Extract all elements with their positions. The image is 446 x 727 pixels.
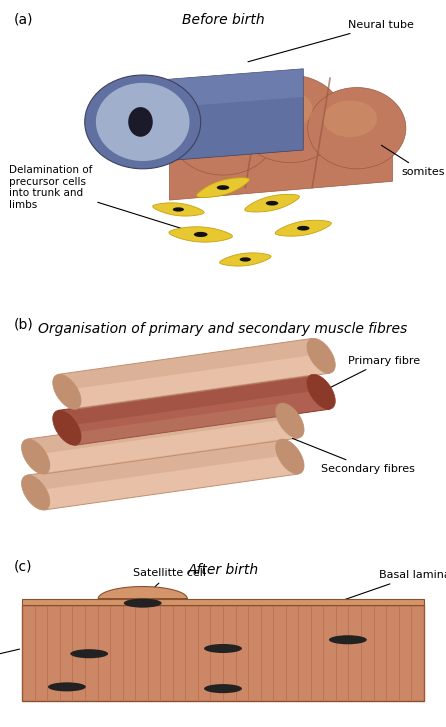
Polygon shape <box>27 439 298 510</box>
Polygon shape <box>153 203 204 216</box>
Ellipse shape <box>173 207 184 212</box>
Polygon shape <box>58 374 320 426</box>
Ellipse shape <box>254 89 313 129</box>
Polygon shape <box>275 220 331 236</box>
Ellipse shape <box>53 410 81 445</box>
Polygon shape <box>219 253 271 266</box>
Polygon shape <box>58 338 330 409</box>
Polygon shape <box>27 403 298 474</box>
Ellipse shape <box>236 75 343 163</box>
Ellipse shape <box>21 439 50 474</box>
Ellipse shape <box>307 374 335 409</box>
Text: Primary fibre: Primary fibre <box>315 356 420 395</box>
Ellipse shape <box>240 257 251 262</box>
Text: somites: somites <box>381 145 445 177</box>
Ellipse shape <box>128 107 153 137</box>
Polygon shape <box>58 338 320 390</box>
Text: Neural tube: Neural tube <box>248 20 414 62</box>
Ellipse shape <box>21 475 50 510</box>
Ellipse shape <box>70 649 108 658</box>
Ellipse shape <box>204 644 242 653</box>
Ellipse shape <box>297 226 310 230</box>
Text: Organisation of primary and secondary muscle fibres: Organisation of primary and secondary mu… <box>38 322 408 336</box>
Text: Basal lamina: Basal lamina <box>337 570 446 602</box>
Polygon shape <box>143 69 303 163</box>
Text: After birth: After birth <box>187 563 259 577</box>
Polygon shape <box>197 177 249 198</box>
Ellipse shape <box>323 100 377 137</box>
Polygon shape <box>58 374 330 445</box>
Polygon shape <box>98 587 187 599</box>
Ellipse shape <box>48 683 86 691</box>
Text: Delamination of
precursor cells
into trunk and
limbs: Delamination of precursor cells into tru… <box>9 165 198 233</box>
Ellipse shape <box>124 598 162 608</box>
Ellipse shape <box>204 684 242 693</box>
Ellipse shape <box>308 87 406 169</box>
Polygon shape <box>27 439 289 491</box>
Polygon shape <box>245 194 299 212</box>
Ellipse shape <box>276 439 304 474</box>
Text: Secondary fibres: Secondary fibres <box>293 438 415 473</box>
Text: (c): (c) <box>13 560 32 574</box>
Polygon shape <box>143 69 303 109</box>
Polygon shape <box>27 403 289 455</box>
Bar <box>22 599 424 605</box>
Ellipse shape <box>96 83 190 161</box>
Text: (b): (b) <box>13 318 33 332</box>
Ellipse shape <box>266 201 278 206</box>
Polygon shape <box>169 132 392 200</box>
Ellipse shape <box>329 635 367 644</box>
Ellipse shape <box>85 75 201 169</box>
Ellipse shape <box>194 232 207 237</box>
Ellipse shape <box>307 338 335 373</box>
Text: Satellitte cell: Satellitte cell <box>133 569 206 596</box>
Text: Plasma
membrane: Plasma membrane <box>0 649 20 677</box>
Polygon shape <box>169 227 232 242</box>
Ellipse shape <box>217 185 229 190</box>
Ellipse shape <box>276 403 304 438</box>
Ellipse shape <box>53 374 81 409</box>
Ellipse shape <box>169 87 277 175</box>
Ellipse shape <box>187 103 246 142</box>
Text: (a): (a) <box>13 12 33 26</box>
Text: Before birth: Before birth <box>182 12 264 26</box>
Bar <box>22 605 424 701</box>
